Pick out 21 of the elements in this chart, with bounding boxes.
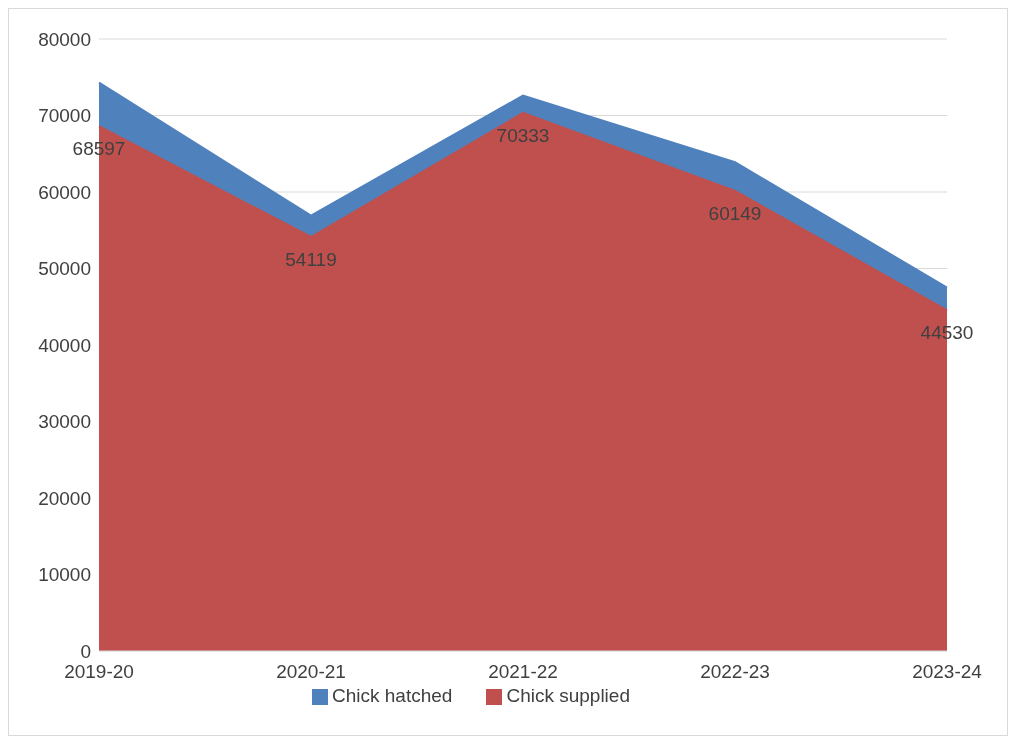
y-tick-label: 50000 — [38, 258, 91, 280]
legend-label: Chick hatched — [332, 685, 453, 706]
x-tick-label: 2021-22 — [488, 661, 558, 683]
data-label: 68597 — [72, 138, 126, 160]
y-tick-label: 10000 — [38, 564, 91, 586]
x-tick-label: 2022-23 — [700, 661, 770, 683]
y-tick-label: 80000 — [38, 28, 91, 50]
y-tick-label: 0 — [80, 640, 91, 662]
y-tick-label: 20000 — [38, 487, 91, 509]
y-tick-label: 70000 — [38, 105, 91, 127]
x-tick-label: 2019-20 — [64, 661, 134, 683]
data-label: 44530 — [920, 322, 974, 344]
legend-label: Chick supplied — [506, 685, 630, 706]
x-tick-label: 2023-24 — [912, 661, 983, 683]
data-label: 60149 — [708, 202, 762, 224]
y-tick-label: 40000 — [38, 334, 91, 356]
data-label: 70333 — [496, 124, 550, 146]
y-tick-label: 30000 — [38, 411, 91, 433]
data-label: 54119 — [285, 249, 337, 271]
x-tick-label: 2020-21 — [276, 661, 346, 683]
y-tick-label: 60000 — [38, 181, 91, 203]
